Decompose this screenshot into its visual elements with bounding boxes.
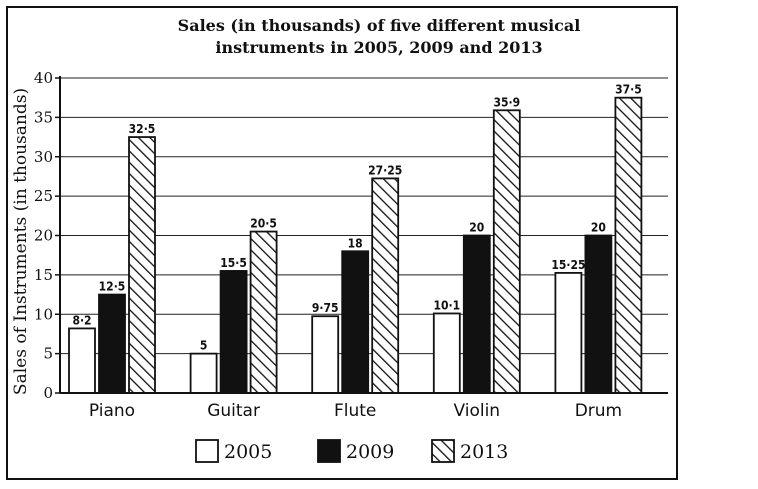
value-label-flute-2013: 27·25	[368, 163, 402, 177]
y-tick-label-35: 35	[34, 108, 53, 126]
bar-piano-2013	[128, 136, 156, 394]
y-tick-label-10: 10	[34, 305, 53, 323]
value-label-guitar-2013: 20·5	[250, 217, 277, 231]
value-label-violin-2005: 10·1	[433, 298, 460, 312]
legend: 2005 2009 2013	[195, 439, 508, 463]
legend-swatch-2013	[431, 439, 455, 463]
bar-flute-2013	[371, 177, 400, 394]
bar-flute-2009	[341, 250, 370, 394]
value-label-flute-2005: 9·75	[312, 301, 339, 315]
bar-piano-2009	[98, 293, 126, 394]
y-tick-label-15: 15	[34, 266, 53, 284]
chart-frame	[6, 6, 678, 480]
legend-label-2013: 2013	[460, 441, 508, 463]
bar-piano-2005	[68, 327, 96, 394]
value-label-violin-2009: 20	[469, 221, 484, 235]
value-label-piano-2009: 12·5	[99, 280, 126, 294]
value-label-guitar-2005: 5	[200, 339, 208, 353]
bar-violin-2005	[432, 312, 461, 394]
axis-layer	[55, 76, 668, 394]
y-tick-label-25: 25	[34, 187, 53, 205]
value-label-flute-2009: 18	[348, 236, 363, 250]
bar-drum-2005	[554, 272, 583, 394]
chart-title-line-1: Sales (in thousands) of five different m…	[177, 16, 581, 35]
y-tick-label-5: 5	[43, 345, 53, 363]
value-label-guitar-2009: 15·5	[220, 256, 247, 270]
bar-violin-2009	[462, 234, 491, 394]
bars-layer	[68, 96, 643, 394]
category-label-guitar: Guitar	[207, 401, 260, 421]
y-tick-label-30: 30	[34, 148, 53, 166]
bar-drum-2009	[584, 234, 613, 394]
value-label-drum-2009: 20	[591, 221, 606, 235]
y-tick-label-0: 0	[43, 384, 53, 402]
category-label-drum: Drum	[575, 401, 622, 421]
y-tick-label-40: 40	[34, 69, 53, 87]
value-label-piano-2005: 8·2	[72, 313, 91, 327]
bar-guitar-2005	[189, 352, 218, 394]
bar-violin-2013	[492, 109, 521, 394]
value-label-piano-2013: 32·5	[129, 122, 156, 136]
y-tick-label-20: 20	[34, 227, 53, 245]
legend-swatch-2005	[195, 439, 219, 463]
legend-label-2005: 2005	[224, 441, 272, 463]
legend-swatch-2009	[317, 439, 341, 463]
value-label-drum-2013: 37·5	[615, 83, 642, 97]
category-label-violin: Violin	[453, 401, 500, 421]
category-label-piano: Piano	[89, 401, 135, 421]
chart-title-line-2: instruments in 2005, 2009 and 2013	[215, 38, 543, 57]
bar-drum-2013	[614, 96, 643, 394]
value-label-violin-2013: 35·9	[493, 95, 520, 109]
y-axis-label: Sales of Instruments (in thousands)	[11, 88, 31, 395]
bar-guitar-2009	[219, 270, 248, 394]
legend-label-2009: 2009	[346, 441, 394, 463]
bar-guitar-2013	[249, 230, 278, 394]
bar-flute-2005	[311, 315, 340, 394]
value-label-drum-2005: 15·25	[551, 258, 585, 272]
category-label-flute: Flute	[334, 401, 376, 421]
